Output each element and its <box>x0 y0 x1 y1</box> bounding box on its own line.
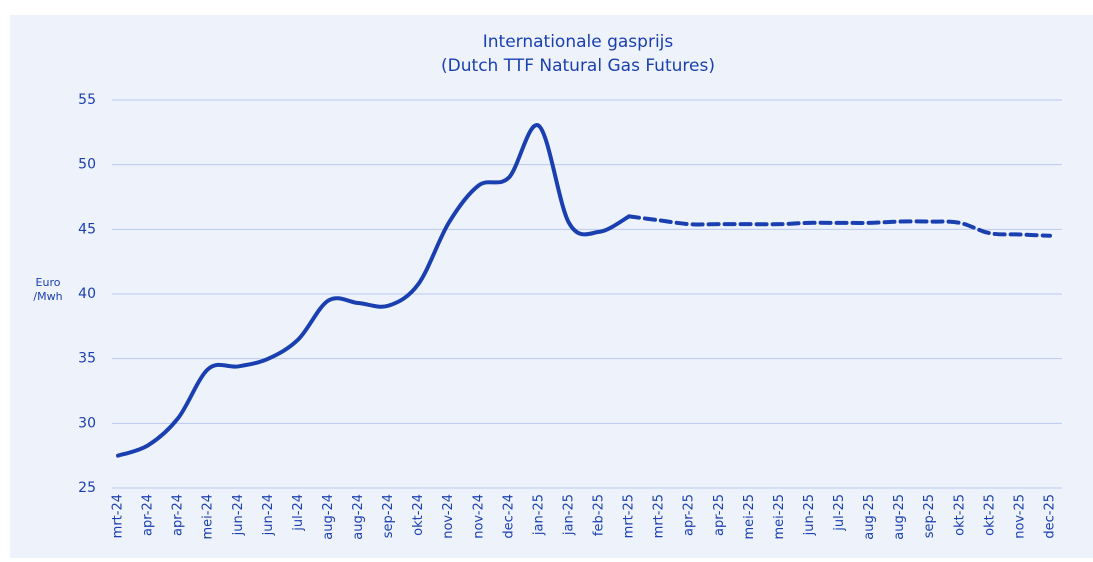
x-tick-label: aug-24 <box>351 494 366 540</box>
x-tick-label: mei-25 <box>742 494 757 540</box>
x-tick-label: mrt-25 <box>652 494 667 538</box>
chart-title: Internationale gasprijs <box>483 32 674 52</box>
x-tick-label: nov-24 <box>471 494 486 539</box>
x-tick-label: nov-25 <box>1012 494 1027 539</box>
x-tick-label: jun-25 <box>802 494 817 536</box>
x-tick-label: jul-24 <box>291 494 306 532</box>
x-tick-label: jan-25 <box>561 494 576 536</box>
x-tick-label: apr-25 <box>682 494 697 536</box>
y-tick-label: 35 <box>78 351 96 367</box>
y-tick-label: 25 <box>78 480 96 496</box>
x-tick-label: apr-25 <box>712 494 727 536</box>
background <box>10 15 1093 558</box>
x-tick-label: dec-24 <box>501 494 516 539</box>
x-tick-label: aug-25 <box>892 494 907 540</box>
x-tick-label: mrt-25 <box>622 494 637 538</box>
x-tick-label: apr-24 <box>141 494 156 536</box>
y-tick-label: 30 <box>78 415 96 431</box>
x-tick-label: feb-25 <box>592 494 607 536</box>
x-tick-label: sep-24 <box>381 494 396 538</box>
x-tick-label: jun-24 <box>261 494 276 536</box>
y-axis-label: /Mwh <box>33 290 62 303</box>
x-tick-label: aug-25 <box>862 494 877 540</box>
x-tick-label: aug-24 <box>321 494 336 540</box>
y-tick-label: 50 <box>78 157 96 173</box>
x-tick-label: mei-25 <box>772 494 787 540</box>
x-tick-label: okt-24 <box>411 494 426 536</box>
y-tick-label: 40 <box>78 286 96 302</box>
x-tick-label: nov-24 <box>441 494 456 539</box>
x-tick-label: okt-25 <box>982 494 997 536</box>
x-tick-label: mei-24 <box>201 494 216 540</box>
x-tick-label: sep-25 <box>922 494 937 538</box>
x-tick-label: apr-24 <box>171 494 186 536</box>
x-tick-label: jun-24 <box>231 494 246 536</box>
chart-subtitle: (Dutch TTF Natural Gas Futures) <box>441 56 715 76</box>
x-tick-label: dec-25 <box>1043 494 1058 539</box>
x-tick-label: okt-25 <box>952 494 967 536</box>
x-tick-label: jan-25 <box>531 494 546 536</box>
line-series <box>116 123 632 458</box>
x-tick-label: jul-25 <box>832 494 847 532</box>
line-series <box>627 214 1052 238</box>
y-axis-label: Euro <box>36 276 61 289</box>
y-tick-label: 55 <box>78 92 96 108</box>
y-tick-label: 45 <box>78 221 96 237</box>
x-tick-label: mrt-24 <box>111 494 126 538</box>
